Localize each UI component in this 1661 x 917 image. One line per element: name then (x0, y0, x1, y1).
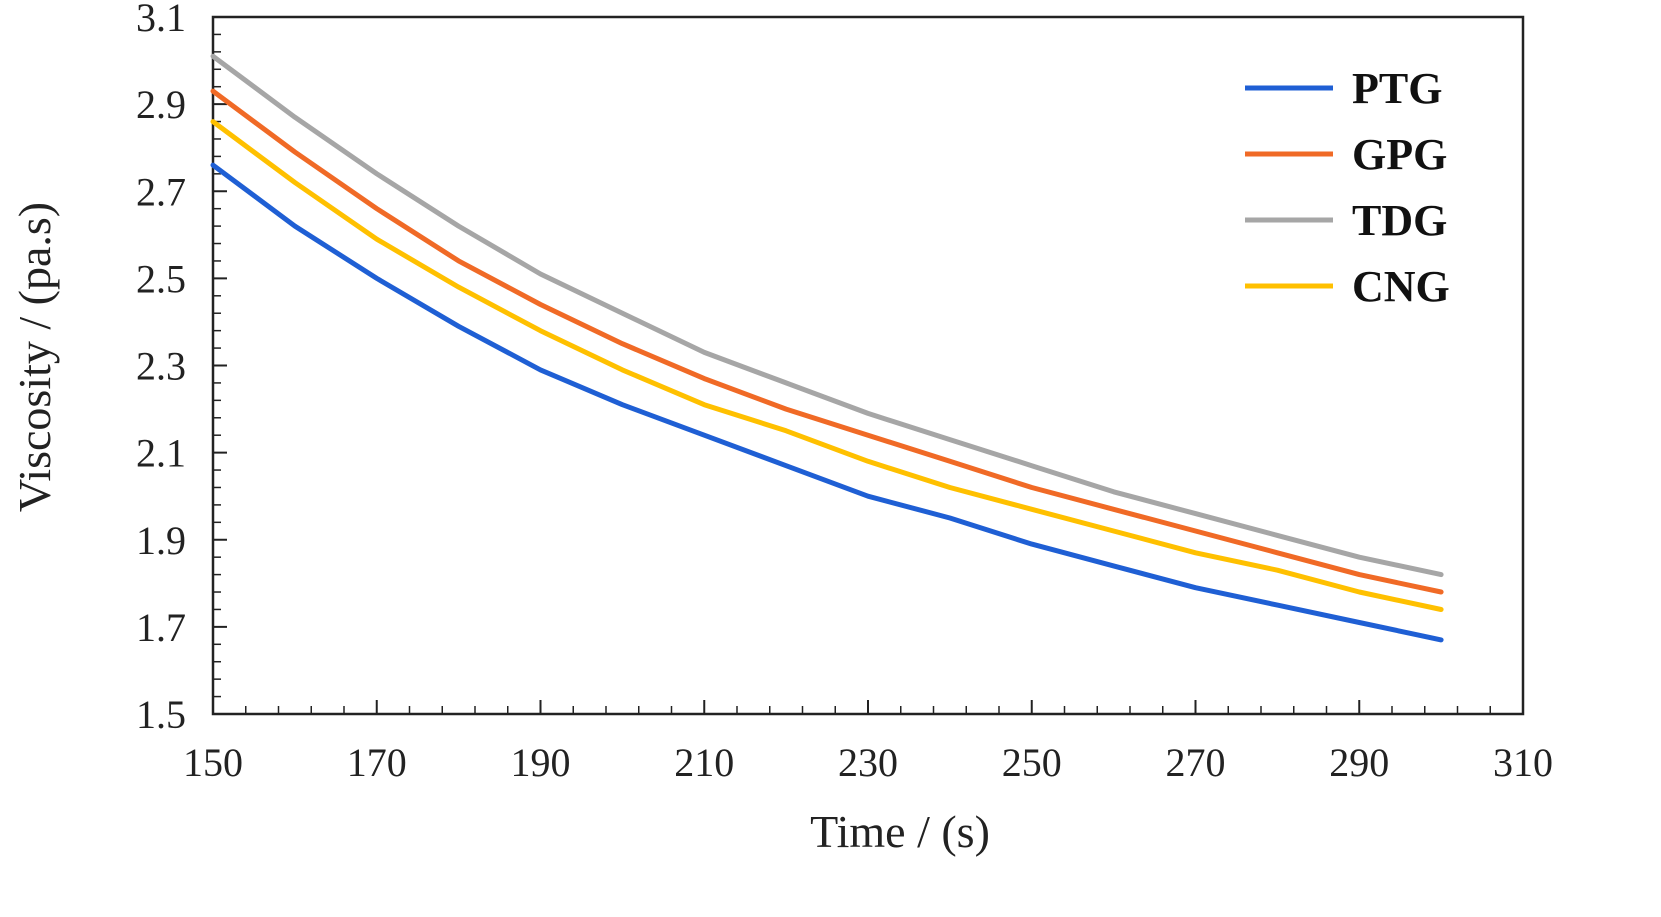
series-line-cng (210, 119, 1444, 612)
x-tick-label: 210 (674, 740, 734, 785)
series-line-tdg (210, 53, 1444, 578)
legend: PTG GPG TDG CNG (1245, 64, 1450, 311)
x-tick-label: 250 (1002, 740, 1062, 785)
x-tick-label: 310 (1493, 740, 1553, 785)
legend-label-ptg: PTG (1352, 64, 1442, 113)
y-tick-label: 2.5 (136, 256, 186, 301)
y-tick-label: 2.1 (136, 431, 186, 476)
y-tick-label: 3.1 (136, 0, 186, 40)
x-tick-label: 170 (347, 740, 407, 785)
y-tick-labels: 1.5 1.7 1.9 2.1 2.3 2.5 2.7 2.9 3.1 (136, 0, 186, 737)
legend-label-tdg: TDG (1352, 196, 1447, 245)
plot-frame (211, 15, 1525, 716)
x-tick-label: 190 (511, 740, 571, 785)
x-tick-labels: 150 170 190 210 230 250 270 290 310 (183, 740, 1553, 785)
x-tick-label: 290 (1329, 740, 1389, 785)
series-lines (210, 53, 1444, 643)
tick-marks (212, 16, 1524, 715)
legend-label-cng: CNG (1352, 262, 1450, 311)
y-tick-label: 1.5 (136, 692, 186, 737)
y-tick-label: 2.7 (136, 169, 186, 214)
x-tick-label: 230 (838, 740, 898, 785)
x-axis-title: Time / (s) (810, 806, 990, 857)
y-axis-title: Viscosity / (pa.s) (9, 202, 60, 512)
y-tick-label: 1.7 (136, 605, 186, 650)
y-tick-label: 2.3 (136, 344, 186, 389)
legend-label-gpg: GPG (1352, 130, 1447, 179)
y-tick-label: 1.9 (136, 518, 186, 563)
x-tick-label: 270 (1166, 740, 1226, 785)
series-line-gpg (210, 88, 1444, 595)
series-line-ptg (210, 162, 1444, 643)
y-tick-label: 2.9 (136, 82, 186, 127)
x-tick-label: 150 (183, 740, 243, 785)
